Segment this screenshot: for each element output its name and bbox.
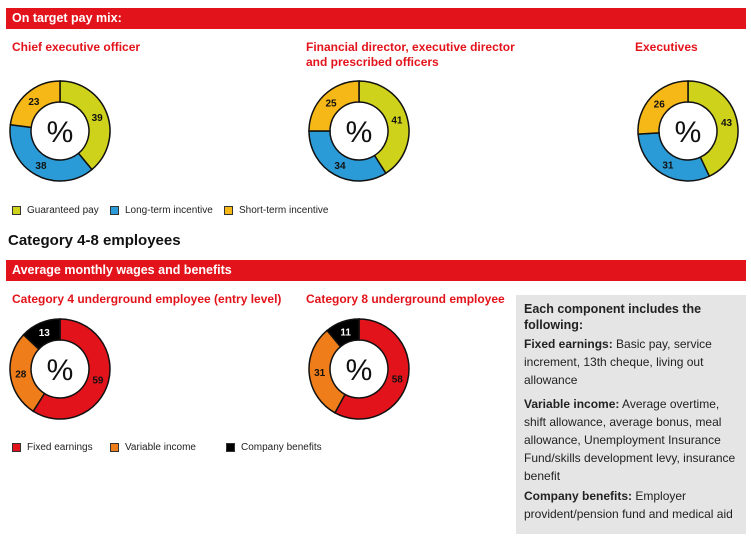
data-label-short-term-incentive: 23	[28, 97, 40, 108]
slice-outline	[687, 80, 739, 178]
legend-guaranteed-pay: Guaranteed pay	[12, 205, 99, 216]
data-label-variable-income: 31	[314, 368, 326, 379]
chart-title-fd: Financial director, executive director a…	[306, 40, 515, 70]
band-title: Average monthly wages and benefits	[12, 263, 232, 277]
wages-band: Average monthly wages and benefits	[6, 260, 746, 281]
chart-title-executives: Executives	[635, 40, 698, 54]
pay-mix-band: On target pay mix:	[6, 8, 746, 29]
fixed-earnings-description: Fixed earnings: Basic pay, service incre…	[524, 335, 738, 389]
chart-title-fd-line2: and prescribed officers	[306, 55, 439, 69]
fixed-earnings-swatch	[12, 443, 21, 452]
data-label-long-term-incentive: 31	[662, 160, 674, 171]
donut-chart-ceo: 39 38 23%	[9, 80, 111, 182]
slice-short-term-incentive	[309, 81, 359, 131]
slice-outline	[358, 80, 410, 175]
guaranteed-pay-swatch	[12, 206, 21, 215]
slice-variable-income	[9, 334, 45, 412]
slice-outline	[9, 123, 93, 182]
slice-outline	[333, 318, 410, 420]
center-percent-label: %	[47, 116, 74, 149]
data-label-guaranteed-pay: 39	[92, 113, 104, 124]
slice-outline	[59, 80, 111, 171]
data-label-short-term-incentive: 25	[326, 99, 338, 110]
slice-outline	[308, 130, 387, 182]
slice-fixed-earnings	[334, 319, 409, 419]
data-label-short-term-incentive: 26	[654, 99, 666, 110]
legend-label: Short-term incentive	[239, 205, 329, 216]
variable-income-description: Variable income: Average overtime, shift…	[524, 395, 738, 485]
chart-title-category8: Category 8 underground employee	[306, 292, 505, 306]
legend-label: Company benefits	[241, 442, 322, 453]
slice-guaranteed-pay	[60, 81, 110, 170]
slice-outline	[32, 318, 111, 420]
legend-label: Guaranteed pay	[27, 205, 99, 216]
company-benefits-label: Company benefits:	[524, 489, 633, 503]
data-label-guaranteed-pay: 43	[721, 118, 733, 129]
legend-short-term-incentive: Short-term incentive	[224, 205, 328, 216]
center-percent-label: %	[675, 116, 702, 149]
slice-outline	[637, 80, 689, 135]
slice-outline	[308, 80, 360, 132]
slice-long-term-incentive	[309, 131, 386, 181]
data-label-long-term-incentive: 38	[35, 161, 47, 172]
chart-title-ceo: Chief executive officer	[12, 40, 141, 54]
component-info-box: Each component includes the following: F…	[516, 295, 746, 534]
data-label-fixed-earnings: 59	[92, 376, 104, 387]
slice-outline	[326, 318, 360, 348]
legend-fixed-earnings: Fixed earnings	[12, 442, 93, 453]
short-term-incentive-swatch	[224, 206, 233, 215]
band-title: On target pay mix:	[12, 11, 122, 25]
slice-long-term-incentive	[9, 124, 92, 181]
center-percent-label: %	[346, 354, 373, 387]
fixed-earnings-text: Basic pay, service increment, 13th chequ…	[524, 337, 712, 387]
category-heading: Category 4-8 employees	[8, 232, 181, 249]
variable-income-label: Variable income:	[524, 397, 620, 411]
center-percent-label: %	[47, 354, 74, 387]
data-label-variable-income: 28	[15, 369, 27, 380]
data-label-fixed-earnings: 58	[392, 374, 404, 385]
donut-chart-category8: 58 31 11%	[308, 318, 410, 420]
donut-chart-executives: 43 31 26%	[637, 80, 739, 182]
company-benefits-text: Employer provident/pension fund and medi…	[524, 489, 733, 521]
company-benefits-description: Company benefits: Employer provident/pen…	[524, 487, 738, 523]
slice-short-term-incentive	[638, 81, 688, 135]
legend-company-benefits: Company benefits	[226, 442, 322, 453]
variable-income-text: Average overtime, shift allowance, avera…	[524, 397, 736, 483]
chart-title-category4: Category 4 underground employee (entry l…	[12, 292, 282, 306]
info-box-title: Each component includes the following:	[524, 302, 702, 332]
slice-fixed-earnings	[33, 319, 111, 419]
data-label-guaranteed-pay: 41	[391, 115, 403, 126]
legend-label: Long-term incentive	[125, 205, 213, 216]
slice-company-benefits	[23, 319, 61, 350]
variable-income-swatch	[110, 443, 119, 452]
center-percent-label: %	[346, 116, 373, 149]
data-label-company-benefits: 11	[340, 327, 351, 338]
legend-long-term-incentive: Long-term incentive	[110, 205, 213, 216]
fixed-earnings-label: Fixed earnings:	[524, 337, 613, 351]
chart-title-fd-line1: Financial director, executive director	[306, 40, 515, 54]
data-label-long-term-incentive: 34	[334, 161, 346, 172]
legend-variable-income: Variable income	[110, 442, 196, 453]
slice-outline	[9, 80, 61, 129]
legend-label: Fixed earnings	[27, 442, 93, 453]
data-label-company-benefits: 13	[39, 328, 51, 339]
slice-short-term-incentive	[10, 81, 61, 128]
slice-outline	[22, 318, 61, 351]
donut-chart-category4: 59 28 13%	[9, 318, 111, 420]
long-term-incentive-swatch	[110, 206, 119, 215]
donut-chart-fd: 41 34 25%	[308, 80, 410, 182]
legend-label: Variable income	[125, 442, 196, 453]
company-benefits-swatch	[226, 443, 235, 452]
